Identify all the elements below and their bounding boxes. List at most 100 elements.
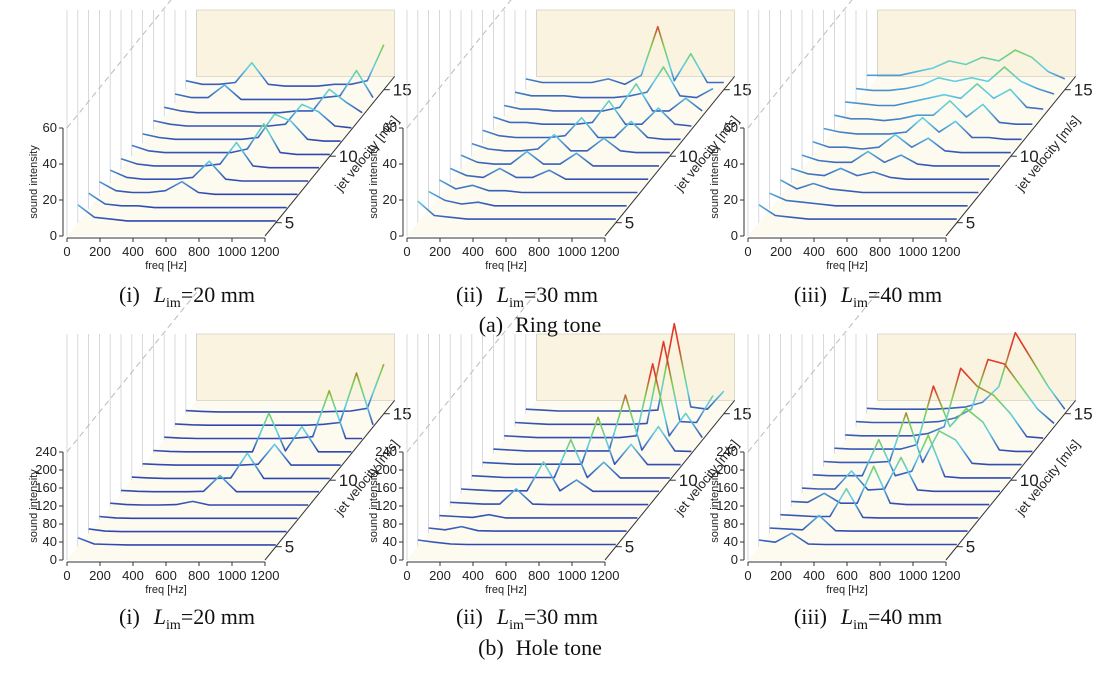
x-tick-label: 1000 (899, 568, 928, 583)
caption-text: =20 mm (181, 282, 255, 307)
caption-subscript: im (853, 618, 868, 633)
z-tick-label: 15 (393, 405, 412, 424)
y-tick-label: 40 (724, 156, 738, 171)
caption-label: (ii) (456, 282, 483, 307)
spectrum-line (780, 179, 979, 194)
y-tick-label: 80 (383, 516, 397, 531)
z-tick-label: 15 (393, 81, 412, 100)
x-tick-label: 1200 (251, 244, 280, 259)
spectrum-line (153, 103, 352, 129)
z-tick-label: 10 (1020, 471, 1039, 490)
x-tick-label: 1000 (558, 244, 587, 259)
x-tick-label: 400 (462, 244, 484, 259)
floor (67, 76, 395, 237)
y-axis-label: sound intensity (368, 145, 380, 219)
spectrum-line (142, 113, 341, 142)
x-tick-label: 200 (89, 568, 111, 583)
x-tick-label: 200 (89, 244, 111, 259)
spectrum-line (109, 160, 309, 182)
caption-text: =40 mm (868, 282, 942, 307)
figure-caption-label: (b) (478, 635, 504, 660)
spectrum-line (428, 190, 627, 207)
panel-caption: (iii) Lim=40 mm (794, 282, 942, 311)
z-tick-label: 15 (733, 81, 752, 100)
wall-edge (406, 0, 512, 129)
floor (407, 400, 735, 560)
y-tick-label: 40 (383, 534, 397, 549)
x-tick-label: 200 (770, 244, 792, 259)
x-tick-label: 200 (770, 568, 792, 583)
spectrum-line (855, 66, 1055, 95)
z-tick-label: 15 (733, 405, 752, 424)
spectrum-line (823, 116, 1022, 141)
wall-edge (66, 0, 172, 129)
spectrum-line (439, 179, 638, 194)
floor (67, 400, 395, 560)
y-tick-label: 40 (43, 534, 57, 549)
z-tick-label: 10 (339, 147, 358, 166)
spectrum-line (790, 167, 990, 180)
spectrum-line (866, 331, 1066, 410)
caption-subscript: im (166, 296, 181, 311)
spectrum-line (791, 465, 990, 506)
spectrum-line (845, 367, 1044, 439)
y-tick-label: 200 (716, 462, 738, 477)
x-tick-label: 600 (836, 244, 858, 259)
caption-label: (ii) (456, 604, 483, 629)
spectrum-line (450, 488, 649, 506)
back-wall (877, 9, 1076, 77)
spectrum-line (780, 487, 979, 519)
back-wall (536, 9, 735, 77)
spectrum-line (834, 100, 1033, 125)
x-tick-label: 800 (528, 244, 550, 259)
x-tick-label: 1200 (591, 568, 620, 583)
x-tick-label: 800 (188, 568, 210, 583)
spectrum-line (514, 66, 714, 99)
caption-label: (i) (119, 282, 140, 307)
caption-symbol: L (496, 604, 509, 629)
wall-edge (66, 292, 197, 453)
y-tick-label: 160 (35, 480, 57, 495)
panel-caption: (i) Lim=20 mm (119, 604, 255, 633)
y-tick-label: 0 (731, 228, 738, 243)
spectrum-line (120, 474, 319, 493)
figure-caption: (b) Hole tone (478, 635, 602, 660)
x-tick-label: 800 (869, 568, 891, 583)
caption-symbol: L (840, 282, 853, 307)
spectrum-line (417, 539, 616, 546)
spectrum-line (185, 44, 385, 87)
spectrum-line (164, 390, 363, 440)
x-axis-label: freq [Hz] (485, 584, 527, 596)
caption-text: =20 mm (181, 604, 255, 629)
y-tick-label: 160 (375, 480, 397, 495)
wall-edge (747, 292, 878, 453)
spectrum-line (823, 412, 1022, 466)
y-tick-label: 0 (731, 552, 738, 567)
caption-symbol: L (496, 282, 509, 307)
x-tick-label: 600 (836, 568, 858, 583)
caption-text: =30 mm (524, 282, 598, 307)
x-tick-label: 0 (744, 568, 751, 583)
x-tick-label: 800 (528, 568, 550, 583)
caption-text: =30 mm (524, 604, 598, 629)
y-tick-label: 120 (35, 498, 57, 513)
spectrum-line (471, 438, 670, 479)
spectrum-line (812, 133, 1011, 154)
y-tick-label: 80 (724, 516, 738, 531)
x-tick-label: 1200 (251, 568, 280, 583)
spectrum-line (801, 150, 1000, 167)
caption-label: (iii) (794, 604, 827, 629)
spectrum-line (449, 167, 649, 180)
x-tick-label: 1000 (558, 568, 587, 583)
x-axis-label: freq [Hz] (145, 584, 187, 596)
caption-subscript: im (166, 618, 181, 633)
panel-caption: (i) Lim=20 mm (119, 282, 255, 311)
back-wall (196, 333, 396, 401)
y-tick-label: 60 (383, 120, 397, 135)
y-tick-label: 120 (716, 498, 738, 513)
caption-text: =40 mm (868, 604, 942, 629)
z-tick-label: 5 (966, 214, 975, 233)
